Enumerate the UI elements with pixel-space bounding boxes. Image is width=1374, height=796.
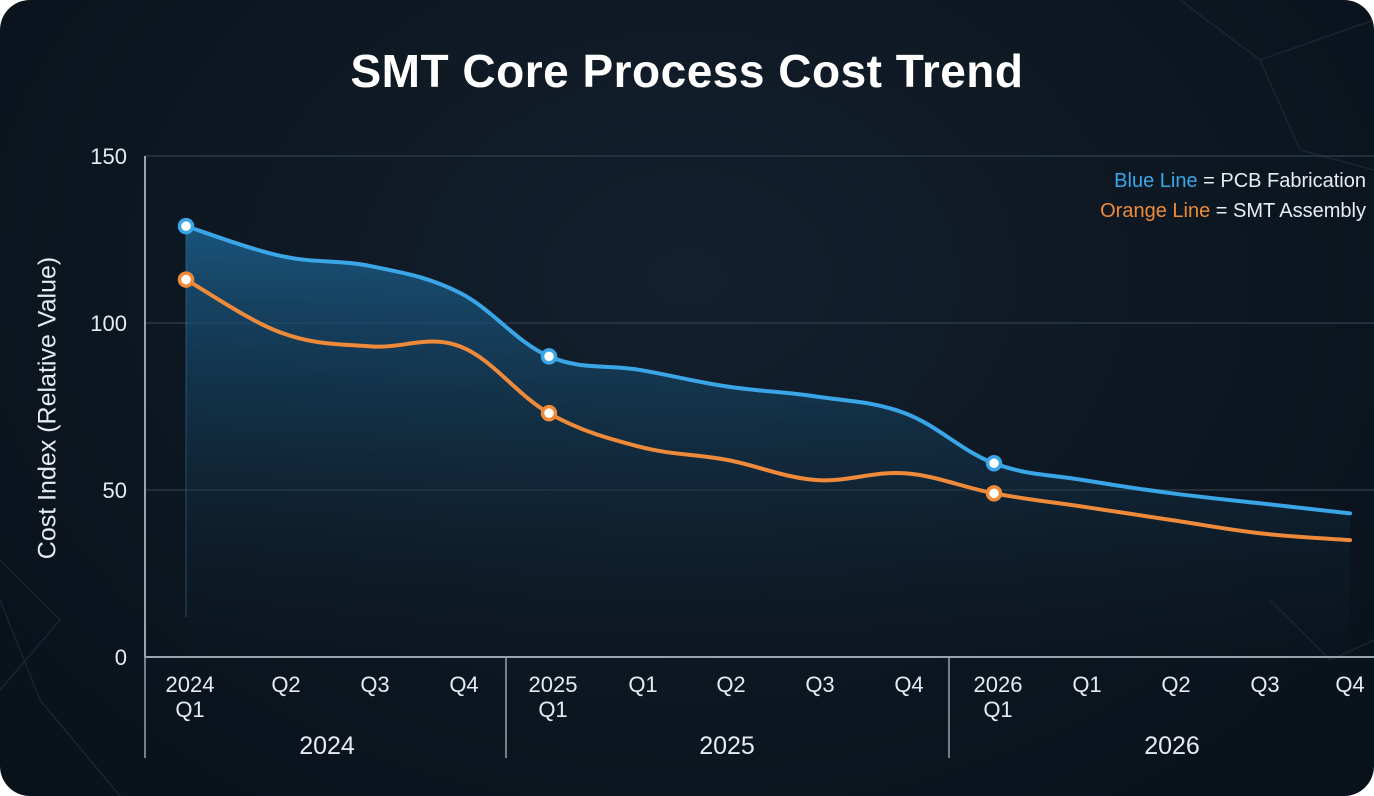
data-point-pcb xyxy=(177,217,195,235)
legend-entry-smt: Orange Line = SMT Assembly xyxy=(1100,200,1366,223)
x-tick-label: Q4 xyxy=(1335,672,1364,697)
series-lines xyxy=(184,224,1352,543)
data-point-smt xyxy=(985,485,1003,502)
chart-title: SMT Core Process Cost Trend xyxy=(350,45,1024,97)
x-tick-label: Q2 xyxy=(271,672,300,697)
series-line-smt xyxy=(184,277,1352,543)
x-tick-label: Q3 xyxy=(360,672,389,697)
data-points xyxy=(177,217,1003,502)
data-point-pcb xyxy=(985,455,1003,472)
data-point-smt xyxy=(540,404,558,422)
legend-blue-label: Blue Line xyxy=(1114,170,1198,192)
x-tick-label: Q2 xyxy=(716,672,745,697)
x-tick-label: Q3 xyxy=(1250,672,1279,697)
legend-orange-label: Orange Line xyxy=(1100,200,1211,222)
x-tick-label: Q1 xyxy=(628,672,657,697)
x-tick-label: Q1 xyxy=(175,697,204,722)
year-group-label: 2026 xyxy=(1144,732,1200,760)
data-point-pcb xyxy=(540,348,558,365)
x-tick-label: Q3 xyxy=(805,672,834,697)
y-tick-label: 150 xyxy=(90,144,127,169)
x-tick-label: Q1 xyxy=(1072,672,1101,697)
y-tick-label: 0 xyxy=(115,645,127,670)
x-tick-label: Q2 xyxy=(1161,672,1190,697)
x-tick-label: Q4 xyxy=(449,672,478,697)
x-tick-label: Q1 xyxy=(538,697,567,722)
axes xyxy=(144,156,1374,758)
x-tick-label: Q4 xyxy=(894,672,923,697)
y-tick-label: 50 xyxy=(103,478,127,503)
area-fill-pcb xyxy=(186,226,1350,657)
series-line-pcb xyxy=(184,224,1352,516)
year-group-label: 2024 xyxy=(299,732,355,760)
x-tick-label: Q1 xyxy=(983,697,1012,722)
data-point-smt xyxy=(177,271,195,288)
area-fill xyxy=(185,226,1350,657)
legend-orange-text: = SMT Assembly xyxy=(1210,200,1366,222)
x-tick-label: 2025 xyxy=(529,672,578,697)
y-tick-label: 100 xyxy=(90,311,127,336)
x-tick-label: 2024 xyxy=(166,672,215,697)
x-tick-label: 2026 xyxy=(974,672,1023,697)
legend-entry-pcb: Blue Line = PCB Fabrication xyxy=(1114,170,1366,193)
legend-blue-text: = PCB Fabrication xyxy=(1197,170,1366,192)
year-group-label: 2025 xyxy=(699,732,755,760)
